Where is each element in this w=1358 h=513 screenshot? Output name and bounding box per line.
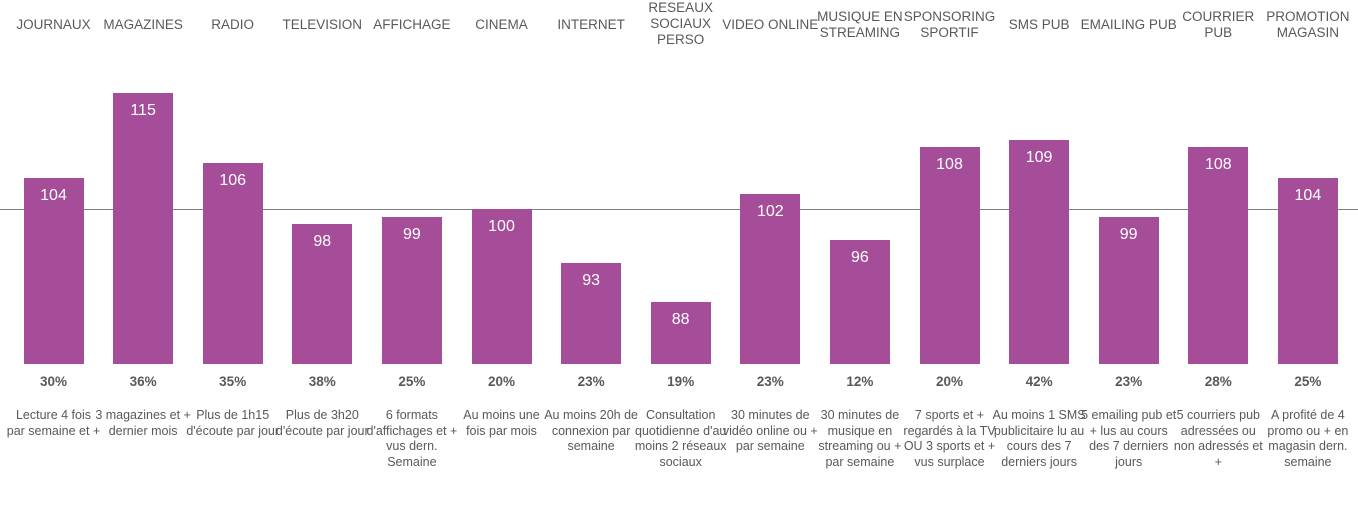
bar-value-label: 108 (936, 156, 963, 174)
percentage-label: 23% (577, 374, 605, 389)
bar (919, 147, 980, 364)
description-label: 5 courriers pub adressées ou non adressé… (1173, 408, 1263, 469)
bar-value-label: 104 (1294, 187, 1322, 205)
bar-value-label: 99 (402, 225, 421, 243)
bar-value-label: 106 (219, 171, 247, 189)
percentage-label: 19% (667, 374, 695, 389)
percentage-label: 20% (935, 374, 964, 389)
category-label: VIDEO ONLINE (722, 17, 819, 32)
bar (829, 239, 890, 364)
percentage-label: 30% (39, 374, 68, 389)
bar-value-label: 93 (582, 272, 600, 290)
category-label: CINEMA (475, 17, 528, 32)
bar (740, 193, 801, 364)
description-label: A profité de 4 promo ou + en magasin der… (1267, 408, 1349, 469)
bar (650, 301, 711, 364)
bar-value-label: 96 (850, 248, 869, 266)
bar (1188, 147, 1249, 364)
description-label: 30 minutes de musique en streaming ou + … (818, 408, 902, 469)
category-label: JOURNAUX (16, 17, 91, 32)
bar-value-label: 104 (40, 187, 67, 205)
category-label: COURRIER PUB (1182, 9, 1255, 40)
description-label: Consultation quotidienne d'au moins 2 ré… (634, 408, 727, 469)
category-label: PROMOTION MAGASIN (1266, 9, 1350, 40)
category-label: EMAILING PUB (1080, 17, 1177, 32)
bar-value-label: 88 (671, 310, 690, 328)
bar-value-label: 109 (1025, 148, 1053, 166)
category-label: MAGAZINES (103, 17, 183, 32)
bar-value-label: 99 (1119, 225, 1138, 243)
percentage-label: 42% (1025, 374, 1053, 389)
description-label: Au moins une fois par mois (463, 408, 540, 438)
percentage-label: 35% (219, 374, 247, 389)
category-label: INTERNET (557, 17, 625, 32)
percentage-label: 23% (1115, 374, 1143, 389)
description-label: Plus de 1h15 d'écoute par jour (186, 408, 280, 438)
bar-value-label: 108 (1204, 156, 1232, 174)
bar (1277, 178, 1338, 364)
percentage-label: 28% (1204, 374, 1232, 389)
bar (471, 209, 532, 364)
description-label: Au moins 1 SMS publicitaire lu au cours … (992, 408, 1086, 469)
bar (1009, 139, 1070, 364)
category-label: SPONSORING SPORTIF (903, 9, 996, 40)
bar (381, 216, 442, 364)
baseline-100 (0, 209, 1358, 210)
category-label: RESEAUX SOCIAUX PERSO (648, 0, 713, 47)
percentage-label: 25% (398, 374, 426, 389)
percentage-label: 38% (308, 374, 336, 389)
percentage-label: 12% (846, 374, 874, 389)
percentage-label: 36% (129, 374, 157, 389)
bar (1098, 216, 1159, 364)
bar (561, 263, 622, 364)
bar (23, 178, 84, 364)
description-label: 30 minutes de vidéo online ou + par sema… (722, 408, 818, 453)
description-label: 5 emailing pub et + lus au cours des 7 d… (1081, 408, 1177, 469)
category-label: RADIO (211, 17, 255, 32)
category-label: MUSIQUE EN STREAMING (817, 9, 903, 40)
bar (113, 93, 174, 364)
category-label: SMS PUB (1008, 17, 1070, 32)
bar-value-label: 100 (488, 218, 515, 235)
description-label: Lecture 4 fois par semaine et + (6, 408, 101, 438)
description-label: 7 sports et + regardés à la TV OU 3 spor… (903, 408, 996, 469)
bar-value-label: 102 (756, 202, 784, 220)
bar-value-label: 98 (313, 233, 332, 251)
percentage-label: 20% (487, 374, 516, 389)
description-label: Plus de 3h20 d'écoute par jour (275, 408, 369, 438)
description-label: 3 magazines et + dernier mois (95, 408, 191, 438)
percentage-label: 23% (756, 374, 784, 389)
category-label: AFFICHAGE (373, 17, 451, 32)
category-label: TELEVISION (282, 17, 363, 32)
bar-value-label: 115 (130, 102, 156, 120)
description-label: Au moins 20h de connexion par semaine (544, 408, 638, 453)
bar (202, 162, 263, 364)
bar (292, 224, 353, 364)
percentage-label: 25% (1294, 374, 1322, 389)
description-label: 6 formats d'affichages et + vus dern. Se… (366, 408, 458, 469)
